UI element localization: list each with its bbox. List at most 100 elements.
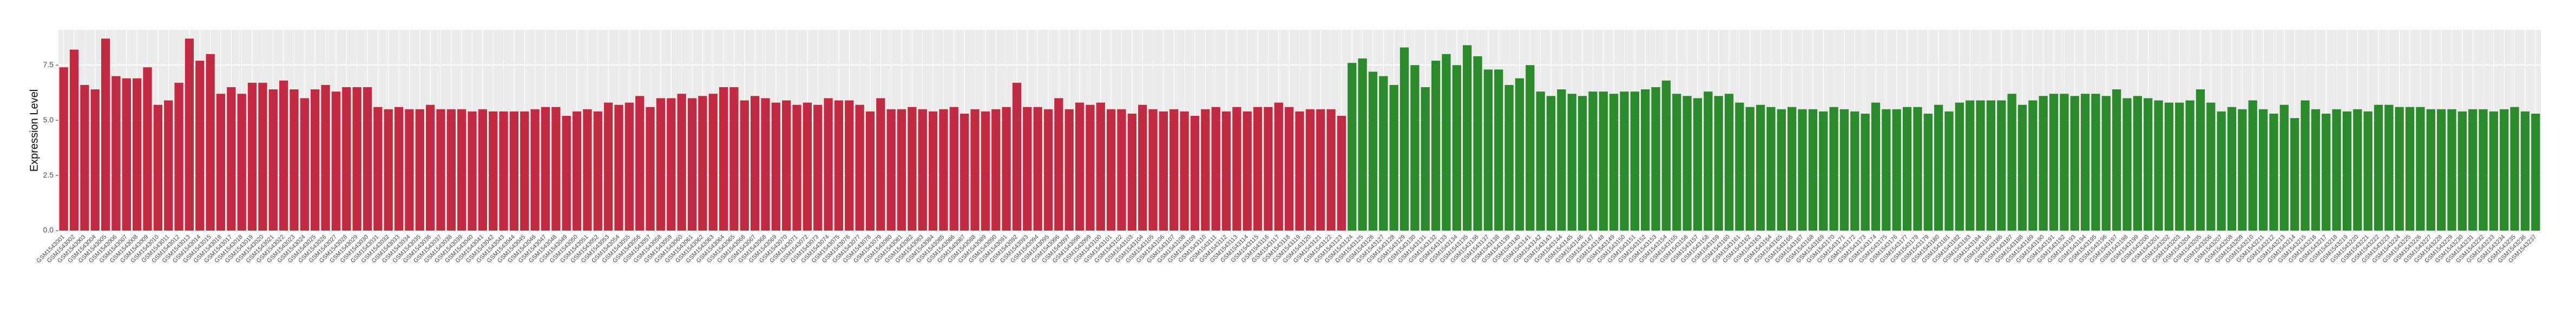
bar (436, 109, 445, 231)
bar (656, 98, 666, 231)
bar (1546, 96, 1556, 231)
bar (1966, 100, 1975, 231)
bar (216, 94, 226, 231)
bar (960, 113, 969, 231)
bar (1913, 107, 1922, 231)
bar (153, 104, 162, 231)
bar (1976, 100, 1985, 231)
bar (2206, 102, 2216, 231)
bar (342, 87, 351, 231)
bar (1557, 89, 1566, 231)
bar (2217, 111, 2226, 231)
bar (1871, 102, 1881, 231)
bar (1756, 104, 1765, 231)
bar (2510, 107, 2519, 231)
bar (1808, 109, 1817, 231)
bar (1410, 65, 1420, 231)
bar (677, 94, 686, 231)
bar (1693, 98, 1703, 231)
bar (1201, 109, 1210, 231)
bar (1473, 56, 1482, 231)
y-tick-label: 7.5 (43, 60, 54, 69)
bar (69, 49, 79, 231)
bar (405, 109, 414, 231)
bar (2363, 111, 2373, 231)
bar (719, 87, 728, 231)
bar (2028, 100, 2038, 231)
bar (1892, 109, 1901, 231)
bar (2122, 98, 2132, 231)
bar (1986, 100, 1996, 231)
bar (583, 109, 592, 231)
bar (1180, 111, 1189, 231)
bar (2531, 113, 2540, 231)
bar (1243, 111, 1252, 231)
bar (908, 107, 917, 231)
bar (792, 104, 801, 231)
bar (2091, 94, 2100, 231)
bar (1504, 84, 1514, 231)
bar (80, 84, 89, 231)
bar (593, 111, 602, 231)
bar (1829, 107, 1838, 231)
bar (1997, 100, 2006, 231)
bar (1882, 109, 1891, 231)
bar (1944, 111, 1954, 231)
bar (1064, 109, 1074, 231)
bar (2039, 96, 2048, 231)
bar (2060, 94, 2069, 231)
bar (1326, 109, 1336, 231)
bar (1536, 91, 1545, 231)
bar (1788, 107, 1797, 231)
bar (111, 76, 121, 231)
bar (237, 94, 246, 231)
bar (614, 104, 623, 231)
bar (321, 84, 330, 231)
bar (174, 82, 183, 231)
bar (551, 107, 561, 231)
bar (2279, 104, 2289, 231)
bar (2227, 107, 2237, 231)
bar (1159, 111, 1168, 231)
bar (2301, 100, 2310, 231)
bar (394, 107, 404, 231)
bar (1348, 63, 1357, 231)
bar (1043, 109, 1053, 231)
bar (468, 111, 477, 231)
bar (2070, 96, 2079, 231)
bar (457, 109, 466, 231)
bar (2426, 109, 2435, 231)
bar (2395, 107, 2404, 231)
bar (876, 98, 885, 231)
bar (824, 98, 833, 231)
bar (761, 98, 770, 231)
bar (1745, 107, 1754, 231)
bar (2311, 109, 2321, 231)
bar (687, 98, 697, 231)
bar (247, 82, 257, 231)
bar (2479, 109, 2488, 231)
bar (991, 109, 1001, 231)
bar (1305, 109, 1315, 231)
bar (1421, 87, 1430, 231)
bar (1379, 76, 1388, 231)
bar (1955, 102, 1964, 231)
bar (949, 107, 958, 231)
bar (1033, 107, 1042, 231)
bar (813, 104, 823, 231)
bar (1672, 94, 1681, 231)
bar (1148, 109, 1158, 231)
bar (373, 107, 383, 231)
bar (1861, 113, 1870, 231)
bar (970, 109, 980, 231)
bar (981, 111, 990, 231)
bar (2154, 100, 2163, 231)
bar (1002, 107, 1011, 231)
bar (227, 87, 236, 231)
bar (603, 102, 613, 231)
bar (489, 111, 498, 231)
bar (1515, 78, 1524, 231)
bar (1850, 111, 1859, 231)
bar (2322, 113, 2331, 231)
